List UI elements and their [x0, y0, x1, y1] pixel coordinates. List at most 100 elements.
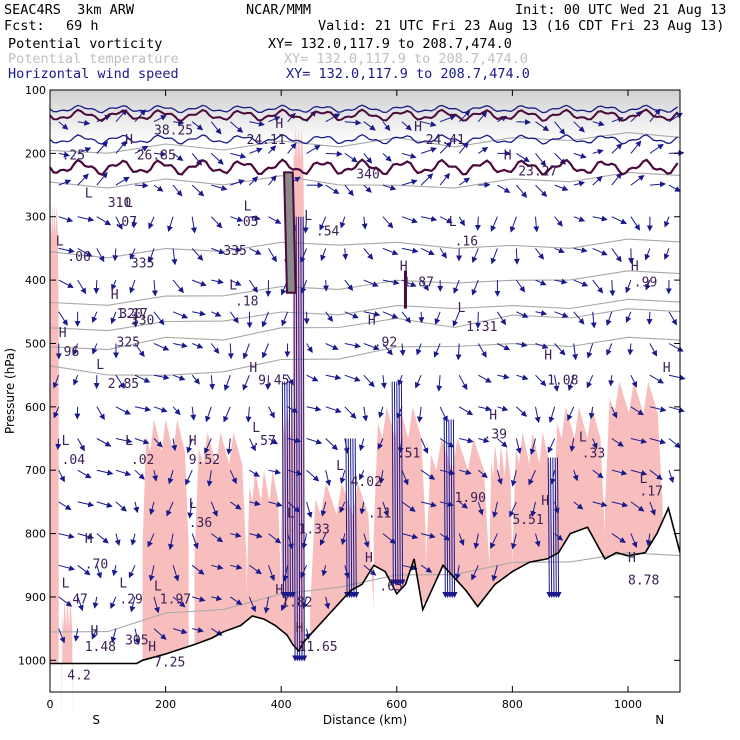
wind-arrow: [573, 121, 585, 133]
wind-arrow: [171, 438, 178, 452]
high-marker: H: [189, 434, 197, 449]
wind-arrow: [346, 438, 353, 598]
wind-arrow: [77, 216, 95, 223]
wind-arrow: [592, 501, 608, 508]
wind-arrow: [230, 152, 247, 159]
wind-arrow: [458, 141, 469, 154]
wind-arrow: [77, 279, 87, 295]
wind-arrow: [115, 501, 127, 512]
wind-arrow: [55, 438, 62, 450]
wind-arrow: [572, 470, 579, 482]
wind-arrow: [534, 533, 541, 548]
wind-arrow: [114, 533, 121, 546]
wind-arrow: [268, 468, 282, 475]
isentrope-325: [49, 298, 681, 332]
wind-arrow: [168, 533, 174, 551]
y-axis-label: Pressure (hPa): [3, 348, 17, 434]
low-marker: L: [62, 434, 70, 449]
wind-arrow: [611, 406, 618, 419]
high-marker: H: [91, 624, 99, 639]
wind-arrow: [439, 114, 457, 123]
north-endpoint-label: N: [655, 713, 664, 727]
wind-arrow: [533, 216, 540, 233]
wind-arrow: [401, 216, 418, 224]
wind-arrow: [204, 438, 212, 455]
wind-arrow: [96, 438, 112, 447]
x-axis-label: Distance (km): [323, 713, 407, 727]
pv-value-label: 8.78: [628, 573, 659, 588]
pv-value-label: 4.2: [67, 668, 90, 683]
wind-arrow: [553, 457, 560, 598]
wind-arrow: [306, 438, 323, 445]
wind-arrow: [152, 470, 159, 482]
wind-arrow: [359, 501, 366, 515]
wind-arrow: [211, 595, 223, 602]
wind-arrow: [554, 247, 565, 254]
high-marker: H: [296, 621, 304, 636]
wind-arrow: [401, 470, 409, 486]
pv-value-label: .11: [368, 507, 391, 522]
wind-arrow: [132, 311, 139, 328]
wind-arrow: [471, 279, 479, 296]
wind-arrow: [58, 247, 75, 254]
wind-arrow: [249, 120, 265, 127]
wind-arrow: [592, 247, 608, 256]
wind-arrow: [363, 248, 374, 260]
wind-arrow: [458, 216, 465, 227]
wind-arrow: [248, 596, 257, 613]
wind-arrow: [325, 184, 340, 195]
wind-arrow: [96, 406, 105, 421]
wind-arrow: [420, 469, 436, 480]
pv-convective-tower: [283, 171, 297, 294]
wind-arrow: [439, 501, 454, 507]
pv-value-label: 305: [125, 634, 148, 649]
wind-arrow: [325, 311, 333, 323]
wind-arrow: [397, 381, 404, 586]
wind-arrow: [77, 438, 85, 452]
wind-arrow: [497, 184, 511, 193]
low-marker: L: [252, 421, 260, 436]
wind-arrow: [324, 596, 331, 610]
wind-arrow: [167, 216, 174, 233]
wind-arrow: [420, 532, 436, 539]
wind-arrow: [439, 248, 447, 259]
pv-value-label: 11.65: [299, 640, 338, 655]
wind-arrow: [306, 374, 319, 382]
wind-arrow: [363, 374, 375, 388]
wind-speed-contour-mid: [49, 133, 679, 145]
wind-arrow: [382, 311, 399, 319]
wind-arrow: [455, 343, 462, 361]
wind-arrow: [115, 437, 133, 444]
wind-arrow: [548, 457, 555, 598]
wind-arrow: [211, 533, 224, 543]
pv-value-label: 1.31: [466, 320, 497, 335]
wind-arrow: [115, 406, 131, 415]
wind-arrow: [134, 628, 141, 645]
wind-arrow: [592, 279, 604, 294]
wind-arrow: [344, 311, 359, 319]
wind-arrow: [344, 152, 358, 163]
wind-arrow: [611, 438, 624, 447]
pv-value-label: 7.25: [154, 656, 185, 671]
wind-arrow: [77, 533, 95, 540]
wind-arrow: [567, 375, 575, 391]
wind-arrow: [58, 311, 68, 326]
low-marker: L: [640, 472, 648, 487]
wind-arrow: [249, 564, 262, 575]
low-marker: L: [304, 209, 312, 224]
isentrope-340: [49, 171, 681, 189]
high-marker: H: [365, 551, 373, 566]
wind-arrow: [129, 596, 136, 613]
x-tick-label: 0: [47, 698, 54, 711]
wind-arrow: [592, 120, 605, 127]
wind-arrow: [77, 469, 92, 479]
high-marker: H: [400, 260, 408, 275]
wind-arrow: [353, 438, 360, 598]
wind-arrow: [172, 152, 184, 161]
high-marker: H: [85, 532, 93, 547]
wind-arrow: [96, 469, 114, 476]
wind-arrow: [439, 406, 448, 423]
wind-arrow: [153, 406, 168, 413]
wind-arrow: [58, 469, 65, 483]
wind-arrow: [167, 470, 174, 485]
